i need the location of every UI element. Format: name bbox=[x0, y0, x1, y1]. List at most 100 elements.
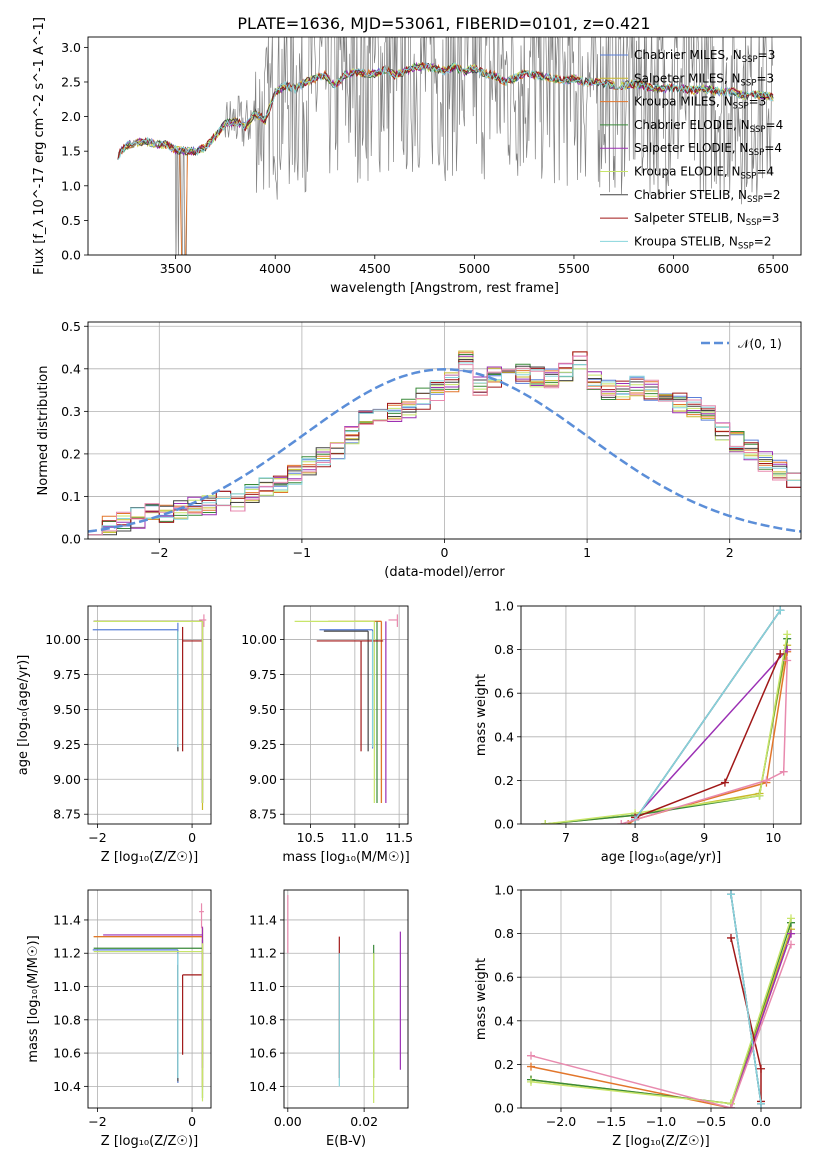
errorbar-point bbox=[93, 620, 204, 804]
axes-frame bbox=[87, 36, 802, 256]
y-tick-label: 0.4 bbox=[61, 361, 81, 376]
y-tick-label: 9.25 bbox=[249, 737, 277, 752]
x-tick-label: 3500 bbox=[160, 261, 192, 276]
y-tick-label: 11.2 bbox=[249, 946, 277, 961]
y-tick-label: 0.2 bbox=[494, 1057, 514, 1072]
plot-area-residuals bbox=[88, 350, 801, 536]
axes-frame bbox=[87, 889, 212, 1109]
weight-marker bbox=[527, 1062, 535, 1071]
y-tick-label: 0.3 bbox=[61, 404, 81, 419]
legend-label: 𝒩(0, 1) bbox=[738, 337, 782, 351]
errorbar-point bbox=[92, 949, 179, 1084]
x-axis-label: Z [log₁₀(Z/Z☉)] bbox=[612, 1134, 709, 1149]
legend-label: Chabrier MILES, NSSP=3 bbox=[634, 48, 775, 65]
legend-label: Salpeter MILES, NSSP=3 bbox=[634, 71, 774, 88]
x-tick-label: 0.00 bbox=[274, 1114, 302, 1129]
y-tick-label: 0.0 bbox=[494, 817, 514, 832]
weight-marker bbox=[779, 767, 788, 776]
y-tick-label: 10.6 bbox=[249, 1046, 277, 1061]
y-tick-label: 11.0 bbox=[249, 979, 277, 994]
histogram-step bbox=[88, 354, 801, 536]
legend-label: Kroupa MILES, NSSP=3 bbox=[634, 95, 766, 112]
x-axis-label: wavelength [Angstrom, rest frame] bbox=[330, 281, 559, 296]
y-tick-label: 0.5 bbox=[61, 319, 81, 334]
y-tick-label: 1.5 bbox=[61, 144, 81, 159]
weight-line bbox=[730, 894, 762, 1104]
errorbar-point bbox=[199, 614, 207, 627]
y-tick-label: 0.1 bbox=[61, 489, 81, 504]
weight-marker bbox=[787, 940, 795, 949]
axes-frame bbox=[283, 605, 409, 825]
y-axis-label: mass [log₁₀(M/M☉)] bbox=[26, 935, 41, 1062]
errorbar-point bbox=[93, 620, 204, 811]
legend-label: Chabrier ELODIE, NSSP=4 bbox=[634, 118, 783, 135]
x-axis-label: Z [log₁₀(Z/Z☉)] bbox=[101, 1134, 198, 1149]
weight-marker bbox=[727, 933, 735, 942]
legend-label: Salpeter ELODIE, NSSP=4 bbox=[634, 141, 782, 158]
y-tick-label: 11.4 bbox=[53, 912, 81, 927]
plot-area-mass_vs_Z bbox=[92, 903, 204, 1102]
x-tick-label: 4500 bbox=[359, 261, 391, 276]
x-tick-label: 11.5 bbox=[385, 830, 413, 845]
y-tick-label: 3.0 bbox=[61, 40, 81, 55]
plot-area-weight_vs_Z bbox=[527, 890, 795, 1108]
weight-marker bbox=[755, 791, 764, 800]
errorbar-point bbox=[93, 943, 204, 1102]
y-axis-label: age [log₁₀(age/yr)] bbox=[16, 655, 31, 776]
y-tick-label: 11.4 bbox=[249, 912, 277, 927]
y-tick-label: 10.8 bbox=[249, 1012, 277, 1027]
plot-area-mass_vs_EBV bbox=[287, 894, 401, 1104]
y-tick-label: 1.0 bbox=[494, 883, 514, 898]
panel-age_vs_Z: −2 0 8.75 9.00 9.25 9.50 9.75 10.00 Z [log₁₀(Z/Z… bbox=[16, 605, 212, 865]
errorbar-point bbox=[182, 626, 202, 752]
y-tick-label: 9.50 bbox=[53, 702, 81, 717]
y-tick-label: 8.75 bbox=[53, 807, 81, 822]
x-tick-label: 6000 bbox=[658, 261, 690, 276]
plot-area-age_vs_Z bbox=[92, 614, 207, 811]
y-tick-label: 0.8 bbox=[494, 926, 514, 941]
y-tick-label: 0.2 bbox=[61, 446, 81, 461]
y-tick-label: 9.50 bbox=[249, 702, 277, 717]
errorbar-point bbox=[93, 939, 204, 1099]
histogram-step bbox=[88, 355, 801, 536]
x-tick-label: 10.5 bbox=[297, 830, 325, 845]
plot-area-spectrum bbox=[117, 37, 774, 255]
x-axis-label: (data-model)/error bbox=[384, 565, 505, 580]
weight-marker bbox=[776, 606, 785, 615]
panel-weight_vs_age: 7 8 9 10 0.0 0.2 0.4 0.6 0.8 1.0 age [log₁₀(age/yr… bbox=[474, 599, 802, 865]
figure-title: PLATE=1636, MJD=53061, FIBERID=0101, z=0… bbox=[237, 14, 650, 33]
panel-weight_vs_Z: −2.0 −1.5 −1.0 −0.5 0.0 0.0 0.2 0.4 0.6 0.8 1.0 Z [… bbox=[474, 883, 802, 1149]
y-tick-label: 10.6 bbox=[53, 1046, 81, 1061]
y-tick-label: 0.6 bbox=[494, 686, 514, 701]
x-tick-label: 4000 bbox=[259, 261, 291, 276]
weight-marker bbox=[776, 649, 785, 658]
x-tick-label: 5000 bbox=[458, 261, 490, 276]
weight-marker bbox=[720, 778, 729, 787]
y-tick-label: 0.5 bbox=[61, 213, 81, 228]
weight-marker bbox=[783, 656, 792, 665]
errorbar-point bbox=[323, 630, 369, 752]
x-tick-label: 1 bbox=[583, 545, 591, 560]
axes-frame bbox=[87, 321, 802, 540]
x-axis-label: mass [log₁₀(M/M☉)] bbox=[282, 850, 409, 865]
y-tick-label: 11.2 bbox=[53, 946, 81, 961]
weight-marker bbox=[762, 776, 771, 785]
y-tick-label: 10.00 bbox=[45, 632, 81, 647]
axes-frame bbox=[87, 605, 212, 825]
x-tick-label: −1.5 bbox=[596, 1114, 626, 1129]
errorbar-point bbox=[316, 640, 384, 752]
x-axis-label: E(B-V) bbox=[326, 1134, 366, 1149]
x-tick-label: 7 bbox=[562, 830, 570, 845]
y-tick-label: 2.0 bbox=[61, 109, 81, 124]
y-tick-label: 9.25 bbox=[53, 737, 81, 752]
y-tick-label: 9.75 bbox=[53, 667, 81, 682]
weight-marker bbox=[757, 1099, 765, 1108]
errorbar-point bbox=[294, 620, 375, 804]
x-tick-label: 8 bbox=[631, 830, 639, 845]
axes-frame bbox=[520, 889, 802, 1109]
x-tick-label: −2 bbox=[150, 545, 168, 560]
weight-marker bbox=[783, 630, 792, 639]
x-tick-label: 0 bbox=[188, 1114, 196, 1129]
y-tick-label: 0.0 bbox=[61, 532, 81, 547]
